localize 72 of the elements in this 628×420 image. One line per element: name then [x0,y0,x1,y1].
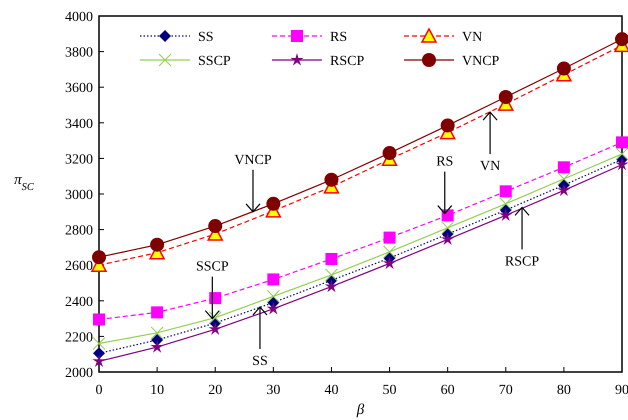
x-tick-label: 30 [266,383,280,398]
point [92,354,106,367]
legend-label: SSCP [198,54,231,69]
point [498,90,513,104]
legend-label: RS [330,30,348,45]
point [208,219,222,234]
point [150,340,164,353]
point [93,347,105,360]
point [383,245,396,258]
y-tick-label: 3000 [65,188,93,203]
point [267,273,280,286]
point [266,196,280,211]
point [382,146,397,160]
legend-label: VNCP [462,54,500,69]
x-axis-title: β [356,402,365,418]
x-tick-label: 70 [498,383,513,398]
point [615,158,628,170]
point [266,290,280,303]
y-tick-label: 2800 [65,224,93,239]
point [324,280,338,292]
point [500,185,512,198]
point [557,183,571,196]
y-tick-label: 4000 [65,10,93,25]
annotation: RS [436,154,454,170]
y-tick-label: 3800 [65,46,93,61]
x-tick-label: 50 [382,383,397,398]
point [441,232,454,246]
x-tick-label: 60 [440,383,455,398]
point [615,32,628,46]
y-tick-label: 3200 [65,152,93,168]
annotation: SS [252,354,268,370]
annotation: RSCP [504,254,540,270]
legend-label: VN [462,30,482,45]
point [324,172,338,187]
x-tick-label: 40 [324,383,338,398]
point [150,326,164,340]
x-tick-label: 80 [556,383,571,398]
x-tick-label: 20 [208,383,222,398]
annotation: VN [480,159,500,174]
y-tick-label: 3600 [65,81,93,96]
point [616,136,628,148]
y-tick-label: 2000 [65,366,93,381]
y-tick-label: 2200 [65,330,93,346]
point [325,252,338,265]
point [499,197,512,210]
point [384,232,396,244]
legend-label: RSCP [330,54,364,69]
legend-label: SS [198,30,214,45]
point [150,238,164,252]
x-tick-label: 0 [96,383,102,398]
annotation: VNCP [234,152,272,168]
point [93,313,105,326]
point [440,118,455,132]
point [557,172,570,186]
y-tick-label: 2400 [65,294,93,310]
point [556,62,571,76]
point [382,256,396,270]
y-axis-title: π$_{SC}$ [14,172,35,192]
x-tick-label: 10 [150,383,164,398]
point [441,221,454,234]
point [616,147,628,160]
point [92,337,106,350]
annotation: SSCP [196,260,229,275]
point [151,306,164,318]
point [558,161,570,174]
point [499,208,512,222]
y-tick-label: 2600 [65,259,93,274]
point [208,322,222,335]
point [266,302,280,314]
point [208,311,222,324]
y-tick-label: 3400 [65,116,93,132]
point [324,268,338,282]
